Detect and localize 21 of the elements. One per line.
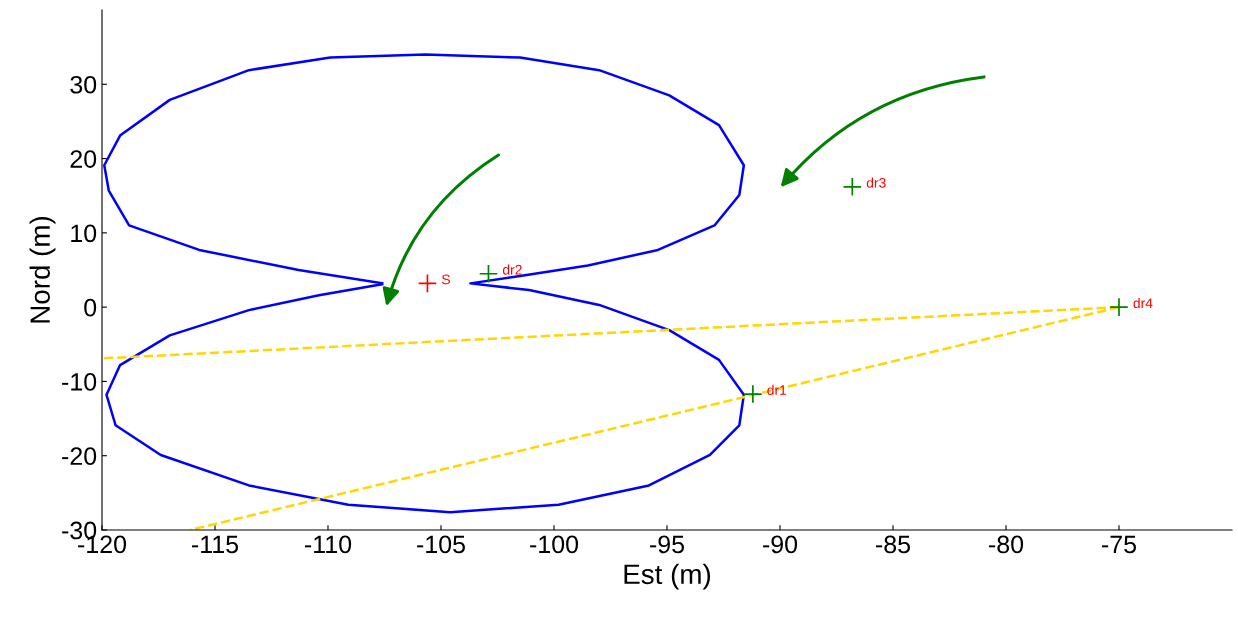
y-tick-label: 0 [84, 298, 97, 317]
annotation: S [441, 274, 450, 285]
y-tick-label: -20 [62, 447, 97, 466]
y-tick-label: 20 [70, 150, 97, 168]
x-axis-title: Est (m) [624, 563, 711, 590]
x-tick-label: -105 [417, 535, 465, 554]
x-tick-label: -115 [192, 535, 239, 554]
y-axis-title: Nord (m) [29, 216, 56, 323]
annotation: dr2 [502, 264, 522, 275]
x-tick-label: -75 [1102, 535, 1137, 554]
y-tick-label: 10 [71, 224, 97, 243]
x-tick-label: -110 [305, 535, 352, 554]
annotation: dr4 [1133, 297, 1153, 309]
annotation: dr3 [866, 177, 886, 188]
x-tick-label: -95 [650, 535, 685, 554]
x-tick-label: -100 [530, 535, 579, 554]
y-tick-label: -10 [62, 373, 97, 391]
x-tick-label: -85 [876, 535, 911, 554]
y-tick-label: 30 [70, 75, 97, 94]
x-tick-label: -80 [989, 535, 1024, 554]
x-tick-label: -90 [763, 535, 798, 554]
